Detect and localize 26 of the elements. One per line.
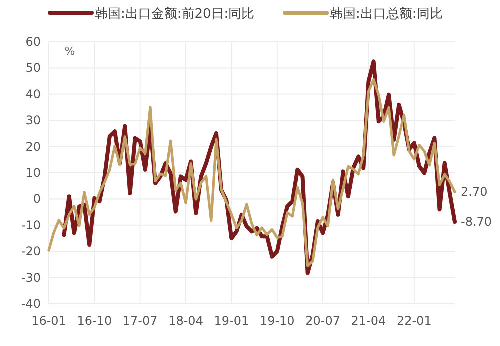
y-tick-label: 20: [26, 140, 41, 154]
y-tick-label: 40: [26, 87, 41, 102]
y-axis-title: %: [64, 45, 76, 58]
y-tick-label: 30: [26, 114, 41, 128]
data-label: -8.70: [461, 214, 492, 229]
x-tick-label: 20-07: [306, 314, 340, 328]
x-tick-label: 19-01: [214, 314, 250, 328]
y-tick-label: 10: [26, 166, 41, 180]
line-series: [48, 78, 456, 268]
y-tick-label: -40: [21, 297, 41, 311]
x-tick-label: 16-01: [32, 314, 66, 328]
y-tick-label: -10: [21, 218, 41, 232]
y-tick-label: -30: [21, 270, 41, 285]
x-tick-label: 17-07: [122, 314, 158, 328]
y-tick-label: 0: [33, 192, 41, 206]
x-tick-label: 22-01: [396, 314, 432, 328]
x-tick-label: 19-10: [260, 314, 295, 328]
legend-label: 韩国:出口金额:前20日:同比: [95, 7, 255, 22]
y-tick-label: 60: [26, 35, 41, 49]
data-label: 2.70: [461, 185, 488, 200]
x-tick-label: 21-04: [351, 314, 386, 328]
x-tick-label: 16-10: [77, 314, 112, 328]
y-tick-label: 50: [26, 61, 41, 76]
y-tick-label: -20: [21, 244, 41, 259]
x-tick-label: 18-04: [168, 314, 204, 328]
legend-label: 韩国:出口总额:同比: [330, 7, 443, 22]
